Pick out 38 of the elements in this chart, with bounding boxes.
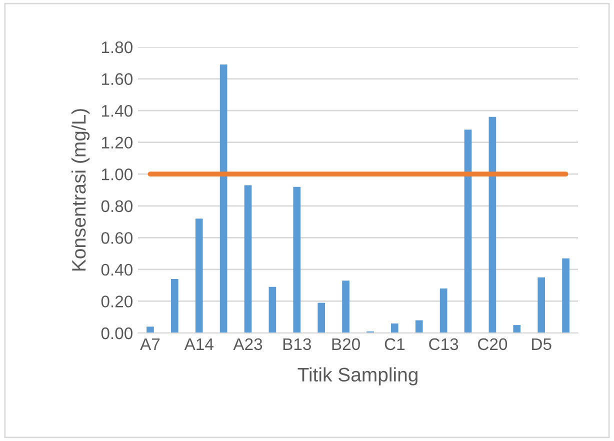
y-tick-label: 1.40 bbox=[102, 104, 132, 117]
y-tick-label: 1.80 bbox=[102, 41, 132, 54]
bar bbox=[440, 288, 448, 333]
bar bbox=[171, 278, 178, 333]
bar bbox=[318, 302, 325, 333]
x-tick-label: A23 bbox=[233, 338, 262, 350]
y-tick-label: 0.80 bbox=[101, 200, 132, 212]
bar bbox=[146, 326, 154, 333]
bar bbox=[293, 186, 301, 333]
bar bbox=[538, 277, 545, 333]
y-tick-label: 1.60 bbox=[102, 73, 132, 85]
x-tick-label: B13 bbox=[283, 338, 311, 350]
x-tick-label: B20 bbox=[332, 338, 360, 350]
bar bbox=[195, 218, 203, 333]
bar bbox=[244, 185, 252, 333]
bar bbox=[464, 130, 472, 333]
bar bbox=[488, 116, 496, 333]
x-tick-label: C20 bbox=[478, 338, 508, 350]
x-tick-label: C1 bbox=[384, 338, 405, 350]
bar bbox=[342, 280, 350, 333]
y-tick-label: 0.00 bbox=[101, 327, 132, 340]
x-tick-label: C13 bbox=[429, 338, 458, 350]
x-axis-title: Titik Sampling bbox=[298, 367, 418, 386]
bar bbox=[562, 258, 570, 333]
y-tick-label: 0.60 bbox=[101, 232, 132, 244]
bar bbox=[513, 325, 521, 333]
bar bbox=[220, 64, 228, 333]
x-tick-label: A7 bbox=[140, 338, 160, 350]
bar bbox=[268, 286, 276, 333]
y-axis-title: Konsentrasi (mg/L) bbox=[71, 109, 90, 271]
bar bbox=[391, 323, 398, 333]
y-tick-label: 0.40 bbox=[101, 264, 132, 276]
bar bbox=[415, 320, 423, 333]
x-tick-label: A14 bbox=[184, 338, 214, 350]
y-tick-label: 1.00 bbox=[102, 168, 132, 180]
y-tick-label: 1.20 bbox=[102, 136, 132, 149]
x-tick-label: D5 bbox=[532, 338, 552, 350]
y-tick-label: 0.20 bbox=[101, 296, 132, 308]
